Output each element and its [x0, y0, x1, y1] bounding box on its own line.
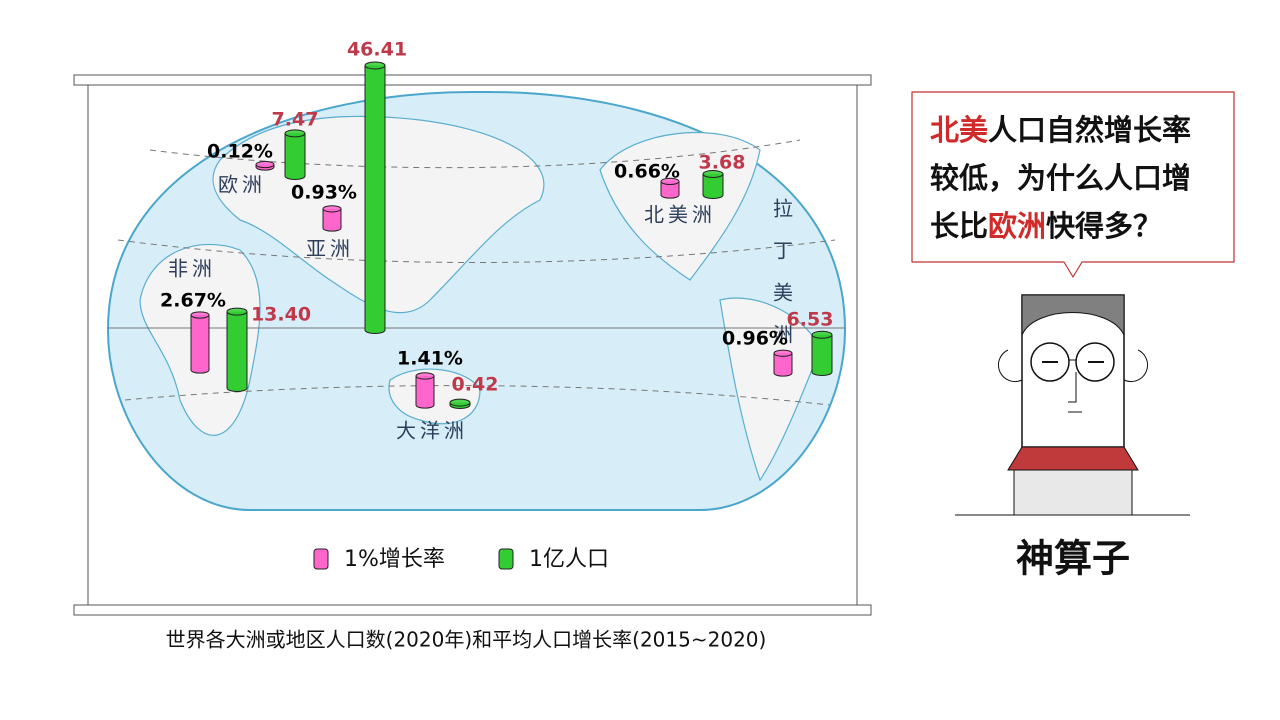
cylinder-top — [364, 61, 386, 70]
cylinder-top — [322, 205, 342, 213]
cylinder — [322, 208, 342, 232]
bubble-part: 北美 — [930, 113, 989, 147]
legend-label: 1%增长率 — [344, 547, 445, 572]
cylinder-top — [255, 160, 275, 169]
region-name: 北美洲 — [644, 203, 716, 227]
growth-label: 0.96% — [722, 328, 788, 350]
cylinder — [773, 353, 793, 377]
region-name: 欧洲 — [218, 173, 266, 197]
cylinder-top — [811, 330, 833, 339]
region-name: 拉丁美洲 — [770, 198, 794, 366]
person-name: 神算子 — [1016, 537, 1130, 581]
cylinder-top — [284, 129, 306, 138]
growth-label: 2.67% — [160, 290, 226, 312]
bubble-part: 欧洲 — [988, 209, 1047, 243]
region-name: 亚洲 — [306, 237, 354, 261]
latitude-lines — [117, 139, 836, 406]
bubble-text: 北美人口自然增长率较低，为什么人口增长比欧洲快得多？ — [912, 92, 1234, 262]
region-name: 非洲 — [168, 257, 216, 281]
bubble-part: 快得多？ — [1046, 209, 1163, 243]
cylinder — [702, 174, 724, 199]
legend-item: 1%增长率 — [313, 547, 445, 572]
cylinder — [190, 314, 210, 374]
growth-label: 1.41% — [397, 348, 463, 370]
population-label: 13.40 — [251, 304, 311, 326]
frame-bottom — [73, 604, 872, 616]
cylinder-top — [660, 177, 680, 186]
region-name: 大洋洲 — [396, 419, 468, 443]
legend-swatch — [498, 548, 514, 570]
cylinder — [660, 181, 680, 199]
cylinder-top — [702, 170, 724, 179]
cylinder — [811, 334, 833, 376]
cylinder-top — [415, 372, 435, 380]
person-illustration — [955, 294, 1190, 516]
cylinder — [284, 133, 306, 180]
population-label: 6.53 — [787, 309, 834, 331]
cylinder-top — [190, 311, 210, 319]
legend: 1%增长率 1亿人口 — [313, 547, 609, 572]
growth-label: 0.66% — [614, 161, 680, 183]
growth-label: 0.12% — [207, 141, 273, 163]
cylinder-top — [449, 398, 471, 407]
legend-swatch — [313, 548, 329, 570]
speech-bubble — [911, 91, 1235, 278]
population-label: 3.68 — [699, 152, 746, 174]
cylinder — [226, 311, 248, 392]
population-label: 7.47 — [272, 109, 319, 131]
bubble-part: 人口自然增长率较低，为什么人口增长比 — [930, 113, 1192, 243]
caption: 世界各大洲或地区人口数(2020年)和平均人口增长率(2015~2020) — [166, 628, 767, 652]
growth-label: 0.93% — [291, 182, 357, 204]
legend-label: 1亿人口 — [529, 547, 609, 572]
legend-item: 1亿人口 — [498, 547, 609, 572]
population-label: 46.41 — [347, 39, 407, 61]
cylinder-top — [773, 349, 793, 357]
frame-top — [73, 74, 872, 86]
population-label: 0.42 — [452, 374, 499, 396]
cylinder — [364, 65, 386, 334]
cylinder — [415, 375, 435, 409]
cylinder-top — [226, 307, 248, 316]
